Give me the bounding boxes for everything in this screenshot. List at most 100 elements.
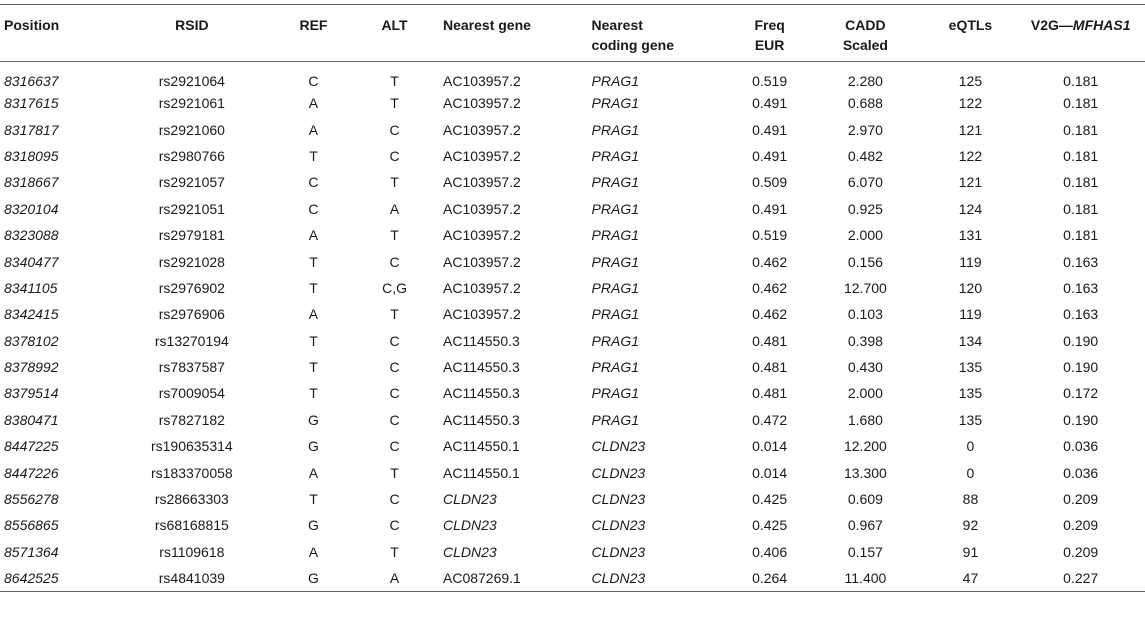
col-header-v2g: V2G—MFHAS1: [1016, 5, 1145, 62]
col-header-freq-line1: Freq: [754, 17, 785, 33]
cell-position: 8320104: [4, 200, 59, 217]
cell-rsid: rs1109618: [159, 543, 225, 560]
cell-cadd-scaled: 0.398: [847, 332, 883, 349]
col-header-freq-eur: Freq EUR: [733, 5, 806, 62]
cell-freq-eur: 0.491: [752, 95, 788, 112]
cell-eqtls: 91: [962, 543, 979, 560]
col-header-cadd-line1: CADD: [845, 17, 886, 33]
col-header-nearest-coding-gene: Nearest coding gene: [588, 5, 733, 62]
cell-ref: A: [308, 95, 319, 112]
table-row: 8378992 rs7837587 T C AC114550.3 PRAG1 0.481 0.…: [0, 354, 1145, 380]
col-header-position: Position: [4, 17, 60, 33]
cell-nearest-coding-gene: PRAG1: [591, 279, 639, 296]
cell-cadd-scaled: 0.609: [847, 491, 883, 508]
cell-ref: A: [308, 464, 319, 481]
cell-rsid: rs2979181: [158, 227, 225, 244]
cell-alt: T: [390, 227, 399, 244]
cell-alt: C: [389, 147, 400, 164]
cell-v2g: 0.190: [1063, 359, 1099, 376]
cell-ref: G: [308, 517, 319, 534]
cell-nearest-gene: AC114550.3: [443, 332, 520, 349]
cell-v2g: 0.163: [1063, 279, 1099, 296]
cell-v2g: 0.163: [1063, 306, 1099, 323]
table-row: 8447226 rs183370058 A T AC114550.1 CLDN23 0.01…: [0, 459, 1145, 485]
table-row: 8447225 rs190635314 G C AC114550.1 CLDN23 0.01…: [0, 433, 1145, 459]
cell-freq-eur: 0.491: [752, 147, 788, 164]
col-header-nearest-gene: Nearest gene: [443, 17, 531, 33]
cell-cadd-scaled: 13.300: [843, 464, 887, 481]
table-row: 8556865 rs68168815 G C CLDN23 CLDN23 0.425 0.96…: [0, 512, 1145, 538]
cell-v2g: 0.181: [1063, 147, 1099, 164]
table-row: 8318095 rs2980766 T C AC103957.2 PRAG1 0.491 0.…: [0, 143, 1145, 169]
cell-alt: C: [389, 491, 400, 508]
cell-nearest-coding-gene: PRAG1: [591, 95, 639, 112]
cell-nearest-coding-gene: PRAG1: [591, 121, 639, 138]
cell-position: 8342415: [4, 306, 59, 323]
cell-eqtls: 135: [958, 385, 983, 402]
cell-position: 8378102: [4, 332, 59, 349]
cell-eqtls: 119: [959, 253, 982, 270]
cell-nearest-gene: CLDN23: [443, 491, 497, 508]
cell-alt: C: [389, 385, 400, 402]
col-header-freq-line2: EUR: [754, 37, 785, 53]
table-row: 8318667 rs2921057 C T AC103957.2 PRAG1 0.509 6.…: [0, 169, 1145, 195]
cell-ref: C: [308, 174, 319, 191]
cell-nearest-coding-gene: PRAG1: [591, 227, 639, 244]
cell-freq-eur: 0.462: [752, 279, 788, 296]
cell-nearest-coding-gene: CLDN23: [591, 543, 646, 560]
cell-position: 8318095: [4, 147, 59, 164]
cell-freq-eur: 0.481: [752, 385, 788, 402]
cell-freq-eur: 0.519: [752, 227, 788, 244]
cell-position: 8317817: [4, 121, 59, 138]
cell-nearest-coding-gene: PRAG1: [591, 147, 639, 164]
cell-rsid: rs190635314: [150, 438, 233, 455]
cell-position: 8571364: [4, 543, 59, 560]
cell-freq-eur: 0.462: [752, 253, 788, 270]
cell-freq-eur: 0.519: [752, 73, 788, 89]
cell-nearest-gene: AC087269.1: [435, 565, 588, 592]
cell-rsid: rs2976902: [158, 279, 225, 296]
cell-rsid: rs7827182: [158, 411, 225, 428]
cell-v2g: 0.036: [1063, 438, 1099, 455]
cell-ref: T: [309, 253, 318, 270]
cell-nearest-gene: AC114550.1: [443, 464, 520, 481]
cell-rsid: rs183370058: [150, 464, 233, 481]
cell-cadd-scaled: 6.070: [847, 174, 883, 191]
cell-ref: G: [308, 438, 319, 455]
cell-v2g: 0.181: [1063, 121, 1099, 138]
col-header-cadd-line2: Scaled: [842, 37, 888, 53]
cell-freq-eur: 0.491: [752, 200, 788, 217]
cell-alt: T: [390, 543, 399, 560]
cell-v2g: 0.163: [1063, 253, 1099, 270]
cell-nearest-gene: AC103957.2: [443, 147, 521, 164]
cell-rsid: rs2980766: [158, 147, 225, 164]
cell-rsid: rs7009054: [158, 385, 225, 402]
cell-freq-eur: 0.264: [732, 565, 807, 592]
cell-freq-eur: 0.481: [752, 359, 788, 376]
cell-cadd-scaled: 2.280: [847, 73, 883, 89]
cell-freq-eur: 0.481: [752, 332, 788, 349]
cell-v2g: 0.209: [1063, 543, 1099, 560]
cell-nearest-coding-gene: PRAG1: [591, 200, 639, 217]
cell-position: 8447226: [4, 464, 59, 481]
cell-alt: C,G: [382, 279, 407, 296]
cell-ref: C: [308, 200, 319, 217]
cell-position: 8318667: [4, 174, 59, 191]
cell-cadd-scaled: 0.688: [847, 95, 883, 112]
cell-rsid: rs4841039: [110, 565, 273, 592]
cell-ref: T: [309, 385, 318, 402]
cell-cadd-scaled: 2.000: [847, 227, 883, 244]
cell-alt: T: [390, 95, 399, 112]
cell-eqtls: 122: [958, 95, 983, 112]
cell-ref: T: [309, 359, 318, 376]
cell-position: 8379514: [4, 385, 59, 402]
cell-nearest-gene: AC103957.2: [443, 279, 521, 296]
table-row: 8341105 rs2976902 T C,G AC103957.2 PRAG1 0.462…: [0, 275, 1145, 301]
cell-rsid: rs2921061: [158, 95, 225, 112]
cell-rsid: rs68168815: [154, 517, 229, 534]
cell-rsid: rs28663303: [154, 491, 229, 508]
cell-position: 8556865: [4, 517, 59, 534]
cell-rsid: rs2921051: [158, 200, 225, 217]
cell-position: 8340477: [4, 253, 59, 270]
